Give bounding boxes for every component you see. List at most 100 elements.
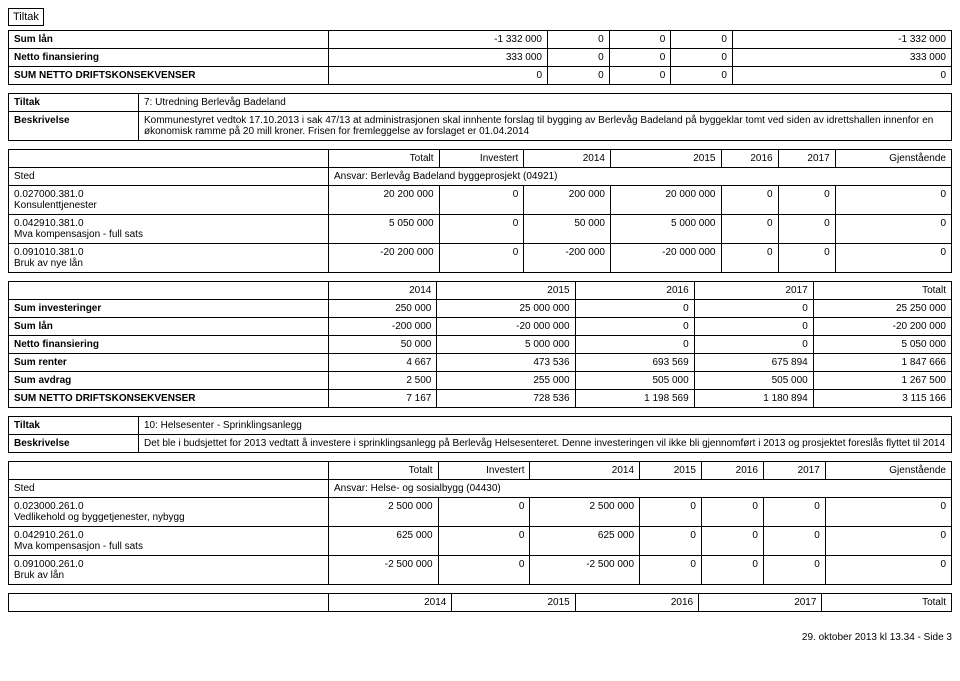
cell: 0 [825, 556, 951, 585]
summary-row: Netto finansiering333 000000333 000 [9, 49, 952, 67]
cell: 250 000 [329, 300, 437, 318]
tiltak-block-1-detail: Totalt Investert 2014 2015 2016 2017 Gje… [8, 149, 952, 273]
cell: 0 [721, 215, 778, 244]
sum-header-row: 2014 2015 2016 2017 Totalt [9, 594, 952, 612]
cell: 0 [778, 186, 835, 215]
cell: 505 000 [575, 372, 694, 390]
cell: 0 [835, 215, 951, 244]
cell: 7 167 [329, 390, 437, 408]
row-label: 0.027000.381.0Konsulenttjenester [9, 186, 329, 215]
cell: 728 536 [437, 390, 575, 408]
cell: 625 000 [329, 527, 439, 556]
cell: 0 [732, 67, 951, 85]
cell: 3 115 166 [813, 390, 951, 408]
cell: 505 000 [694, 372, 813, 390]
cell: 50 000 [329, 336, 437, 354]
cell: 0 [439, 186, 524, 215]
cell: 20 000 000 [610, 186, 721, 215]
cell: 0 [439, 215, 524, 244]
sted-row: Sted Ansvar: Berlevåg Badeland byggepros… [9, 168, 952, 186]
row-label: 0.091010.381.0Bruk av nye lån [9, 244, 329, 273]
beskrivelse-value: Kommunestyret vedtok 17.10.2013 i sak 47… [139, 112, 952, 141]
page-footer: 29. oktober 2013 kl 13.34 - Side 3 [8, 632, 952, 643]
column-header-row: Totalt Investert 2014 2015 2016 2017 Gje… [9, 462, 952, 480]
summary-table-1: Sum lån-1 332 000000-1 332 000Netto fina… [8, 30, 952, 85]
detail-row: 0.091000.261.0Bruk av lån-2 500 0000-2 5… [9, 556, 952, 585]
cell: 0 [329, 67, 548, 85]
cell: 0 [575, 300, 694, 318]
cell: 2 500 000 [329, 498, 439, 527]
sum-header-row: 2014 2015 2016 2017 Totalt [9, 282, 952, 300]
cell: 0 [763, 556, 825, 585]
cell: 5 050 000 [813, 336, 951, 354]
cell: -2 500 000 [329, 556, 439, 585]
detail-row: 0.042910.261.0Mva kompensasjon - full sa… [9, 527, 952, 556]
cell: 675 894 [694, 354, 813, 372]
detail-row: 0.091010.381.0Bruk av nye lån-20 200 000… [9, 244, 952, 273]
row-label: SUM NETTO DRIFTSKONSEKVENSER [9, 67, 329, 85]
row-label: Sum lån [9, 318, 329, 336]
cell: 5 000 000 [610, 215, 721, 244]
row-label: Sum investeringer [9, 300, 329, 318]
cell: 2 500 [329, 372, 437, 390]
detail-row: 0.027000.381.0Konsulenttjenester20 200 0… [9, 186, 952, 215]
cell: 0 [721, 244, 778, 273]
cell: 0 [609, 31, 671, 49]
cell: 0 [835, 244, 951, 273]
cell: 0 [575, 336, 694, 354]
cell: 1 267 500 [813, 372, 951, 390]
cell: 0 [439, 244, 524, 273]
cell: 0 [721, 186, 778, 215]
cell: -20 200 000 [813, 318, 951, 336]
cell: 0 [701, 498, 763, 527]
cell: -2 500 000 [530, 556, 640, 585]
cell: 1 180 894 [694, 390, 813, 408]
sum-row: Sum avdrag2 500255 000505 000505 0001 26… [9, 372, 952, 390]
cell: 0 [825, 498, 951, 527]
cell: 0 [671, 67, 733, 85]
column-header-row: Totalt Investert 2014 2015 2016 2017 Gje… [9, 150, 952, 168]
tiltak-label: Tiltak [9, 417, 139, 435]
cell: 0 [701, 527, 763, 556]
sum-row: Sum renter4 667473 536693 569675 8941 84… [9, 354, 952, 372]
cell: 25 250 000 [813, 300, 951, 318]
cell: 0 [694, 300, 813, 318]
sum-row: Sum lån-200 000-20 000 00000-20 200 000 [9, 318, 952, 336]
row-label: Sum renter [9, 354, 329, 372]
cell: -20 000 000 [610, 244, 721, 273]
cell: 0 [438, 498, 530, 527]
cell: 0 [835, 186, 951, 215]
tiltak-value: 7: Utredning Berlevåg Badeland [139, 94, 952, 112]
cell: 0 [701, 556, 763, 585]
tiltak-block-2-detail: Totalt Investert 2014 2015 2016 2017 Gje… [8, 461, 952, 585]
cell: 1 847 666 [813, 354, 951, 372]
cell: 0 [763, 498, 825, 527]
row-label: 0.042910.261.0Mva kompensasjon - full sa… [9, 527, 329, 556]
beskrivelse-value: Det ble i budsjettet for 2013 vedtatt å … [139, 435, 952, 453]
cell: 0 [778, 244, 835, 273]
cell: 0 [609, 49, 671, 67]
cell: 255 000 [437, 372, 575, 390]
cell: 473 536 [437, 354, 575, 372]
sted-row: Sted Ansvar: Helse- og sosialbygg (04430… [9, 480, 952, 498]
cell: 2 500 000 [530, 498, 640, 527]
tiltak-value: 10: Helsesenter - Sprinklingsanlegg [139, 417, 952, 435]
cell: 0 [671, 49, 733, 67]
cell: 4 667 [329, 354, 437, 372]
cell: 0 [825, 527, 951, 556]
detail-row: 0.042910.381.0Mva kompensasjon - full sa… [9, 215, 952, 244]
row-label: 0.091000.261.0Bruk av lån [9, 556, 329, 585]
cell: 333 000 [732, 49, 951, 67]
cell: -1 332 000 [732, 31, 951, 49]
cell: 333 000 [329, 49, 548, 67]
row-label: Netto finansiering [9, 49, 329, 67]
cell: 693 569 [575, 354, 694, 372]
cell: 0 [694, 318, 813, 336]
sum-row: Netto finansiering50 0005 000 000005 050… [9, 336, 952, 354]
tiltak-block-1-sums: 2014 2015 2016 2017 Totalt Sum investeri… [8, 281, 952, 408]
cell: 25 000 000 [437, 300, 575, 318]
tiltak-block-1-header: Tiltak 7: Utredning Berlevåg Badeland Be… [8, 93, 952, 141]
cell: 0 [640, 498, 702, 527]
tiltak-block-2-header: Tiltak 10: Helsesenter - Sprinklingsanle… [8, 416, 952, 453]
page-header: Tiltak [8, 8, 44, 26]
